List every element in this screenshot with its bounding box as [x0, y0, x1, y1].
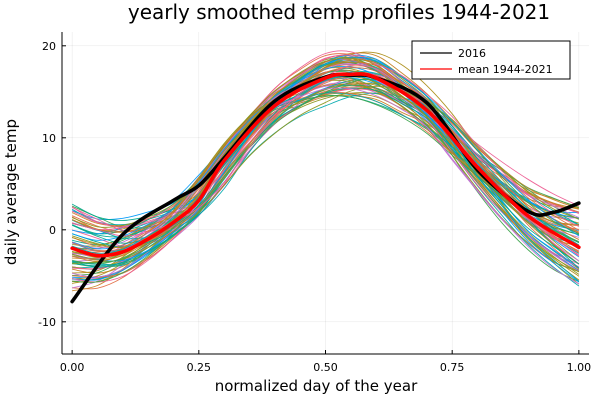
- year-profile-2019: [72, 75, 580, 282]
- year-profile-2016: [72, 78, 580, 264]
- x-axis-label: normalized day of the year: [215, 377, 418, 395]
- legend: 2016 mean 1944-2021: [411, 40, 571, 80]
- y-tick-label: 10: [42, 132, 56, 145]
- y-axis-label: daily average temp: [2, 119, 20, 265]
- y-tick-label: 0: [49, 224, 56, 237]
- ticks: 0.00 0.25 0.50 0.75 1.00 -10 0 10 20: [38, 40, 591, 374]
- legend-label-2016: 2016: [458, 47, 486, 60]
- x-tick-label: 1.00: [567, 361, 592, 374]
- year-profile-1969: [72, 92, 580, 269]
- x-tick-label: 0.00: [60, 361, 85, 374]
- x-tick-label: 0.50: [313, 361, 338, 374]
- series-mean-line: [70, 72, 581, 258]
- year-profile-1996: [72, 84, 580, 268]
- year-profile-2013: [72, 85, 580, 265]
- y-tick-label: 20: [42, 40, 56, 53]
- year-profile-2014: [72, 56, 580, 262]
- year-profile-1945: [71, 53, 580, 233]
- year-profile-2015: [72, 73, 580, 253]
- year-profile-2012: [72, 87, 580, 267]
- highlight-series: [70, 72, 581, 304]
- chart-title: yearly smoothed temp profiles 1944-2021: [128, 0, 550, 24]
- year-profile-1980: [72, 50, 580, 265]
- x-tick-label: 0.75: [440, 361, 465, 374]
- x-tick-label: 0.25: [187, 361, 212, 374]
- legend-label-mean: mean 1944-2021: [458, 63, 553, 76]
- legend-box: [411, 40, 571, 80]
- y-tick-label: -10: [38, 316, 56, 329]
